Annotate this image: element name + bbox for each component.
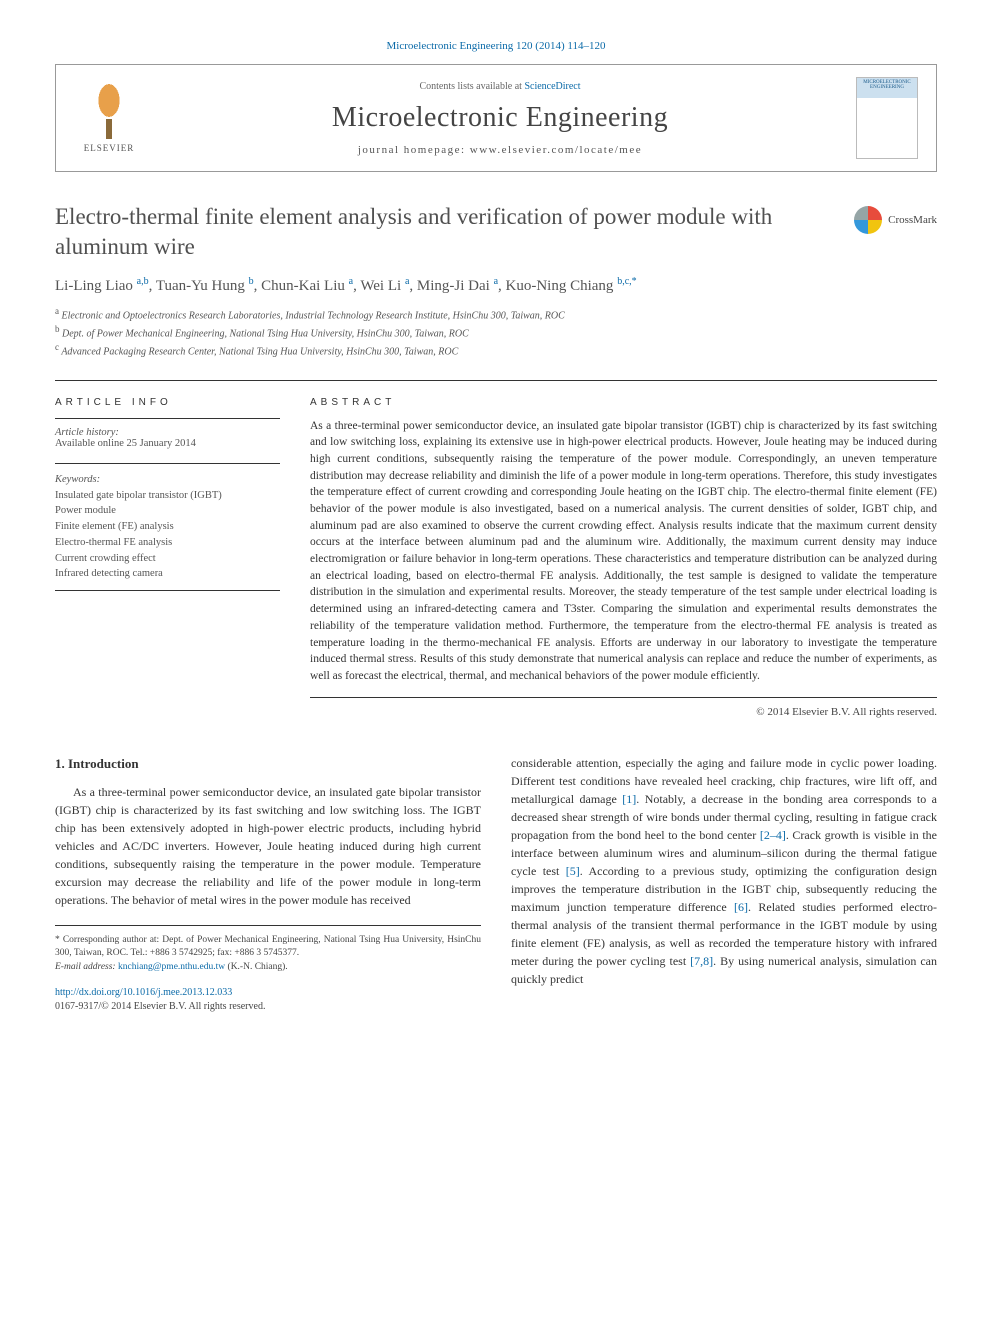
keyword-item: Power module: [55, 503, 280, 519]
corresponding-author-note: * Corresponding author at: Dept. of Powe…: [55, 934, 481, 961]
keyword-item: Finite element (FE) analysis: [55, 519, 280, 535]
elsevier-logo[interactable]: ELSEVIER: [74, 78, 144, 158]
journal-cover-thumbnail[interactable]: MICROELECTRONIC ENGINEERING: [856, 77, 918, 159]
keywords-block: Keywords: Insulated gate bipolar transis…: [55, 463, 280, 591]
citation-link[interactable]: [1]: [622, 792, 636, 806]
article-info-label: ARTICLE INFO: [55, 397, 280, 408]
issn-copyright: 0167-9317/© 2014 Elsevier B.V. All right…: [55, 1001, 265, 1012]
homepage-prefix: journal homepage:: [358, 144, 470, 156]
abstract-pane: ABSTRACT As a three-terminal power semic…: [310, 397, 937, 718]
publisher-name: ELSEVIER: [84, 143, 135, 153]
citation-link[interactable]: [5]: [566, 864, 580, 878]
crossmark-label: CrossMark: [888, 214, 937, 226]
crossmark-icon: [854, 206, 882, 234]
citation-link[interactable]: [2–4]: [760, 828, 786, 842]
email-suffix: (K.-N. Chiang).: [225, 962, 288, 972]
author-list: Li-Ling Liao a,b, Tuan-Yu Hung b, Chun-K…: [55, 276, 937, 295]
contents-list-line: Contents lists available at ScienceDirec…: [144, 81, 856, 92]
body-col-right: considerable attention, especially the a…: [511, 754, 937, 1014]
affiliation-b: b Dept. of Power Mechanical Engineering,…: [55, 323, 937, 341]
article-title: Electro-thermal finite element analysis …: [55, 202, 834, 262]
affiliations: a Electronic and Optoelectronics Researc…: [55, 305, 937, 360]
journal-name: Microelectronic Engineering: [144, 102, 856, 134]
abstract-copyright: © 2014 Elsevier B.V. All rights reserved…: [310, 706, 937, 718]
body-col-left: 1. Introduction As a three-terminal powe…: [55, 754, 481, 1014]
crossmark-badge[interactable]: CrossMark: [854, 206, 937, 234]
keyword-item: Current crowding effect: [55, 551, 280, 567]
keyword-item: Insulated gate bipolar transistor (IGBT): [55, 488, 280, 504]
keyword-item: Electro-thermal FE analysis: [55, 535, 280, 551]
journal-citation[interactable]: Microelectronic Engineering 120 (2014) 1…: [55, 40, 937, 52]
history-label: Article history:: [55, 427, 280, 438]
email-label: E-mail address:: [55, 962, 118, 972]
citation-link[interactable]: [7,8]: [690, 954, 713, 968]
article-info-pane: ARTICLE INFO Article history: Available …: [55, 397, 280, 718]
email-line: E-mail address: knchiang@pme.nthu.edu.tw…: [55, 961, 481, 974]
affiliation-c: c Advanced Packaging Research Center, Na…: [55, 341, 937, 359]
body-paragraph: As a three-terminal power semiconductor …: [55, 783, 481, 909]
abstract-label: ABSTRACT: [310, 397, 937, 408]
contents-prefix: Contents lists available at: [419, 81, 524, 92]
affiliation-a: a Electronic and Optoelectronics Researc…: [55, 305, 937, 323]
body-columns: 1. Introduction As a three-terminal powe…: [55, 754, 937, 1014]
body-paragraph: considerable attention, especially the a…: [511, 754, 937, 988]
citation-link[interactable]: [6]: [734, 900, 748, 914]
history-value: Available online 25 January 2014: [55, 438, 280, 449]
doi-link[interactable]: http://dx.doi.org/10.1016/j.mee.2013.12.…: [55, 987, 232, 998]
sciencedirect-link[interactable]: ScienceDirect: [524, 81, 580, 92]
footnotes: * Corresponding author at: Dept. of Powe…: [55, 925, 481, 1014]
email-link[interactable]: knchiang@pme.nthu.edu.tw: [118, 962, 225, 972]
article-history: Article history: Available online 25 Jan…: [55, 418, 280, 449]
elsevier-tree-icon: [84, 84, 134, 139]
keywords-label: Keywords:: [55, 472, 280, 488]
abstract-text: As a three-terminal power semiconductor …: [310, 418, 937, 698]
cover-title: MICROELECTRONIC ENGINEERING: [857, 78, 917, 90]
journal-homepage: journal homepage: www.elsevier.com/locat…: [144, 144, 856, 156]
section-heading: 1. Introduction: [55, 754, 481, 774]
homepage-link[interactable]: www.elsevier.com/locate/mee: [470, 144, 642, 156]
keyword-item: Infrared detecting camera: [55, 566, 280, 582]
journal-header: ELSEVIER Contents lists available at Sci…: [55, 64, 937, 172]
